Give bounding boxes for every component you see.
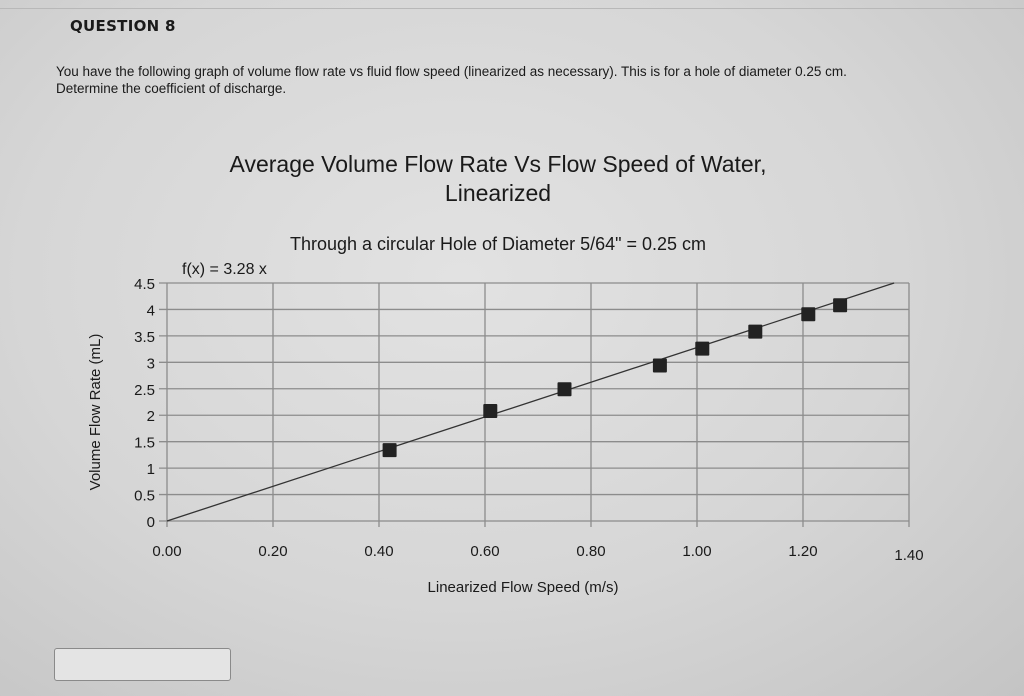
y-tick-label: 3 [147,355,155,372]
x-tick-label: 0.60 [470,543,499,560]
question-text-line1: You have the following graph of volume f… [56,64,847,79]
data-point [557,382,572,397]
y-tick-label: 1.5 [134,435,155,452]
data-point [695,341,710,356]
answer-input[interactable] [54,648,231,681]
y-tick-label: 4 [147,302,155,319]
x-tick-label: 0.00 [152,543,181,560]
data-point [833,298,848,313]
x-tick-label: 1.00 [682,543,711,560]
top-divider [0,8,1024,9]
chart-title: Average Volume Flow Rate Vs Flow Speed o… [230,151,767,177]
y-tick-label: 2 [147,408,155,425]
data-point [652,358,667,373]
y-tick-label: 0 [147,514,155,531]
question-number: QUESTION 8 [70,17,176,35]
y-axis-label: Volume Flow Rate (mL) [87,334,104,491]
question-text-line2: Determine the coefficient of discharge. [56,81,287,96]
x-axis-label: Linearized Flow Speed (m/s) [428,579,619,596]
question-text: You have the following graph of volume f… [56,63,1006,97]
x-tick-label: 0.20 [258,543,287,560]
x-tick-label: 1.40 [894,547,923,564]
trendline-equation: f(x) = 3.28 x [182,261,267,278]
y-tick-label: 1 [147,461,155,478]
chart-title-line2: Linearized [445,180,551,206]
x-tick-label: 1.20 [788,543,817,560]
data-point [748,324,763,339]
y-tick-label: 0.5 [134,488,155,505]
y-tick-label: 4.5 [134,276,155,293]
chart-subtitle: Through a circular Hole of Diameter 5/64… [290,234,706,254]
data-point [483,403,498,418]
trendline [166,282,895,522]
data-point [801,307,816,322]
y-tick-label: 3.5 [134,329,155,346]
data-point [382,443,397,458]
x-tick-label: 0.40 [364,543,393,560]
x-tick-label: 0.80 [576,543,605,560]
y-tick-label: 2.5 [134,382,155,399]
